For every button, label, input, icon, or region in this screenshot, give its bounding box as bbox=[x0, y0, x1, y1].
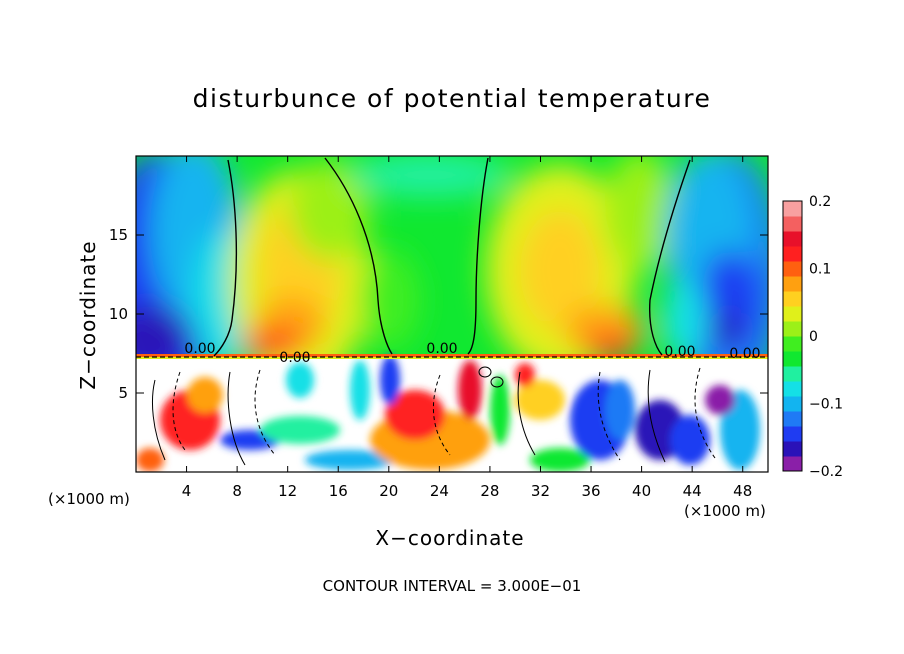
x-tick-label-6: 28 bbox=[480, 482, 499, 500]
x-tick-label-0: 4 bbox=[182, 482, 192, 500]
y-axis-label: Z−coordinate bbox=[76, 240, 100, 390]
colorbar-frame bbox=[782, 200, 803, 472]
contour-label-0: 0.00 bbox=[184, 341, 215, 357]
colorbar-segment-0 bbox=[783, 456, 802, 472]
colorbar-segment-3 bbox=[783, 411, 802, 427]
colorbar-segment-15 bbox=[783, 231, 802, 247]
x-tick-label-10: 44 bbox=[683, 482, 702, 500]
colorbar-segment-16 bbox=[783, 216, 802, 232]
colorbar-segment-11 bbox=[783, 291, 802, 307]
contour-label-1: 0.00 bbox=[279, 350, 310, 366]
colorbar-segment-4 bbox=[783, 396, 802, 412]
colorbar-segment-6 bbox=[783, 366, 802, 382]
x-tick-label-4: 20 bbox=[379, 482, 398, 500]
colorbar-tick-label-3: −0.1 bbox=[809, 397, 843, 413]
colorbar-segment-9 bbox=[783, 321, 802, 337]
heatmap-field bbox=[136, 156, 768, 472]
x-unit-left: (×1000 m) bbox=[48, 490, 130, 508]
colorbar-segment-14 bbox=[783, 246, 802, 262]
colorbar: 0.2 0.1 0 −0.1 −0.2 bbox=[782, 194, 843, 480]
colorbar-tick-label-0: 0.2 bbox=[809, 194, 831, 210]
colorbar-segment-5 bbox=[783, 381, 802, 397]
colorbar-tick-label-4: −0.2 bbox=[809, 464, 843, 480]
x-tick-label-1: 8 bbox=[232, 482, 242, 500]
y-tick-label-0: 5 bbox=[118, 384, 128, 402]
x-tick-label-2: 12 bbox=[278, 482, 297, 500]
colorbar-tick-label-1: 0.1 bbox=[809, 262, 831, 278]
colorbar-segment-2 bbox=[783, 426, 802, 442]
colorbar-segment-7 bbox=[783, 351, 802, 367]
x-unit-right: (×1000 m) bbox=[684, 502, 766, 520]
y-tick-label-2: 15 bbox=[109, 226, 128, 244]
x-tick-label-8: 36 bbox=[581, 482, 600, 500]
x-ticks: 4 8 12 16 20 24 28 32 36 40 44 48 bbox=[182, 156, 752, 500]
colorbar-segment-12 bbox=[783, 276, 802, 292]
contour-label-4: 0.00 bbox=[729, 346, 760, 362]
contour-label-2: 0.00 bbox=[426, 341, 457, 357]
chart-title: disturbunce of potential temperature bbox=[192, 84, 712, 113]
colorbar-segment-10 bbox=[783, 306, 802, 322]
colorbar-segment-1 bbox=[783, 441, 802, 457]
colorbar-tick-label-2: 0 bbox=[809, 329, 818, 345]
colorbar-segment-17 bbox=[783, 201, 802, 217]
x-tick-label-11: 48 bbox=[733, 482, 752, 500]
contour-interval-note: CONTOUR INTERVAL = 3.000E−01 bbox=[322, 577, 582, 595]
x-tick-label-9: 40 bbox=[632, 482, 651, 500]
x-tick-label-5: 24 bbox=[430, 482, 449, 500]
contour-label-3: 0.00 bbox=[664, 344, 695, 360]
colorbar-segment-8 bbox=[783, 336, 802, 352]
x-axis-label: X−coordinate bbox=[375, 526, 525, 550]
x-tick-label-3: 16 bbox=[329, 482, 348, 500]
y-tick-label-1: 10 bbox=[109, 305, 128, 323]
contour-labels: 0.00 0.00 0.00 0.00 0.00 bbox=[184, 341, 760, 366]
y-ticks: 5 10 15 bbox=[109, 226, 768, 402]
colorbar-segment-13 bbox=[783, 261, 802, 277]
x-tick-label-7: 32 bbox=[531, 482, 550, 500]
